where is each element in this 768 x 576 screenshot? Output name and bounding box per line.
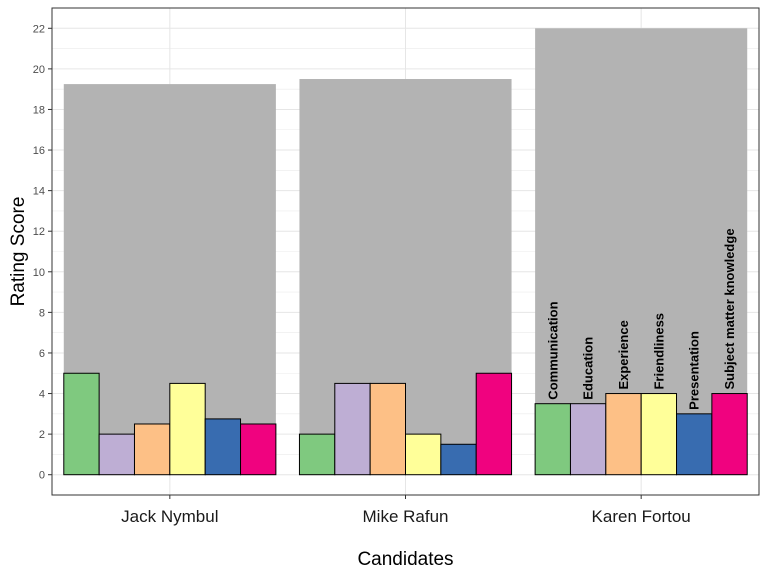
y-tick-label: 20 <box>33 64 45 76</box>
criterion-labels: Communication Education Experience Friendli… <box>545 228 737 409</box>
x-tick-label: Jack Nymbul <box>121 507 218 526</box>
y-axis: 0 2 4 6 8 10 12 14 16 18 20 22 <box>33 23 52 482</box>
y-axis-title: Rating Score <box>8 197 29 307</box>
criterion-bar <box>440 443 477 476</box>
y-tick-label: 6 <box>39 348 45 360</box>
criterion-label: Communication <box>545 301 560 399</box>
y-tick-label: 4 <box>39 389 45 401</box>
y-tick-label: 12 <box>33 226 45 238</box>
criterion-bar <box>204 418 242 476</box>
criterion-bar <box>534 403 571 476</box>
criterion-bar <box>640 393 678 476</box>
criterion-label: Experience <box>616 320 631 389</box>
criterion-bar <box>298 433 336 476</box>
y-tick-label: 2 <box>39 429 45 441</box>
criterion-bar <box>569 403 607 476</box>
criterion-bar <box>475 372 513 476</box>
criterion-bar <box>169 382 206 476</box>
criterion-bar <box>334 382 371 476</box>
y-tick-label: 18 <box>33 104 45 116</box>
criterion-label: Subject matter knowledge <box>722 228 737 389</box>
criterion-label: Friendliness <box>651 313 666 390</box>
criterion-label: Presentation <box>687 331 702 410</box>
criterion-bar <box>405 433 442 476</box>
x-tick-label: Mike Rafun <box>363 507 449 526</box>
criterion-bar <box>711 393 748 476</box>
x-axis-title: Candidates <box>357 549 453 570</box>
criterion-label: Education <box>581 337 596 400</box>
y-tick-label: 14 <box>33 186 45 198</box>
y-tick-label: 10 <box>33 267 45 279</box>
y-tick-label: 16 <box>33 145 45 157</box>
criterion-bar <box>369 382 406 476</box>
y-tick-label: 22 <box>33 23 45 35</box>
criterion-bar <box>133 423 171 476</box>
y-tick-label: 0 <box>39 470 45 482</box>
criterion-bar <box>63 372 100 476</box>
criterion-bar <box>240 423 277 476</box>
criterion-bar <box>98 433 135 476</box>
x-axis: Jack Nymbul Mike Rafun Karen Fortou <box>121 495 691 526</box>
criterion-bar <box>605 393 642 476</box>
criterion-bar <box>676 413 713 476</box>
y-tick-label: 8 <box>39 307 45 319</box>
criterion-bars <box>63 372 748 476</box>
x-tick-label: Karen Fortou <box>592 507 691 526</box>
